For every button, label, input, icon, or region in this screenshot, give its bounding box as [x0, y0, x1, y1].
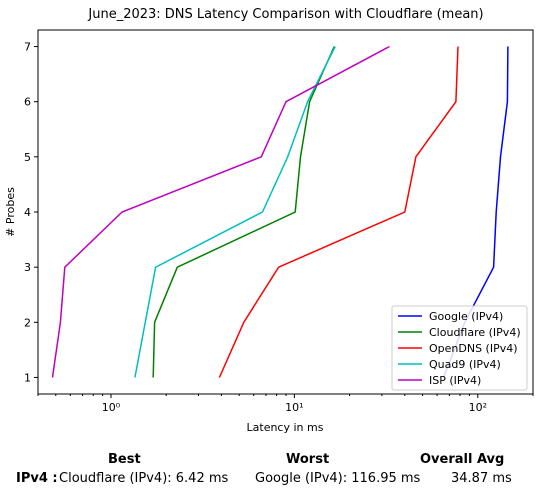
series-line [152, 46, 335, 378]
legend-frame [391, 305, 528, 391]
x-tick-label: 10¹ [285, 401, 303, 414]
summary-best-value: Cloudflare (IPv4): 6.42 ms [59, 471, 229, 486]
legend-entry: ISP (IPv4) [429, 374, 481, 387]
summary-best-header: Best [108, 452, 141, 467]
y-axis-ticks: 1 2 3 4 5 6 7 [24, 41, 38, 384]
y-axis-label: # Probes [4, 187, 17, 237]
x-tick-label: 10² [469, 401, 487, 414]
summary-worst-value: Google (IPv4): 116.95 ms [255, 471, 421, 486]
y-tick-label: 6 [24, 96, 31, 109]
legend-entry: Google (IPv4) [429, 310, 503, 323]
x-axis-label: Latency in ms [247, 421, 324, 434]
summary-avg-value: 34.87 ms [451, 471, 512, 486]
chart: June_2023: DNS Latency Comparison with C… [4, 7, 534, 434]
y-tick-label: 5 [24, 151, 31, 164]
y-tick-label: 1 [24, 371, 31, 384]
y-tick-label: 7 [24, 41, 31, 54]
chart-title: June_2023: DNS Latency Comparison with C… [87, 7, 483, 22]
series-line [51, 45, 390, 378]
x-axis-ticks: 10⁰ 10¹ 10² [37, 394, 534, 414]
y-tick-label: 4 [24, 206, 31, 219]
y-tick-label: 3 [24, 261, 31, 274]
summary-worst-header: Worst [286, 452, 330, 467]
series-line [218, 46, 459, 378]
series-line [134, 46, 336, 378]
legend-entry: OpenDNS (IPv4) [429, 342, 518, 355]
y-tick-label: 2 [24, 316, 31, 329]
summary-avg-header: Overall Avg [420, 452, 505, 467]
summary-row-label: IPv4 : [16, 471, 58, 486]
series-lines [51, 45, 509, 378]
legend: Google (IPv4) Cloudflare (IPv4) OpenDNS (I… [391, 305, 528, 391]
legend-entry: Cloudflare (IPv4) [429, 326, 521, 339]
legend-entry: Quad9 (IPv4) [429, 358, 501, 371]
x-tick-label: 10⁰ [102, 401, 121, 414]
